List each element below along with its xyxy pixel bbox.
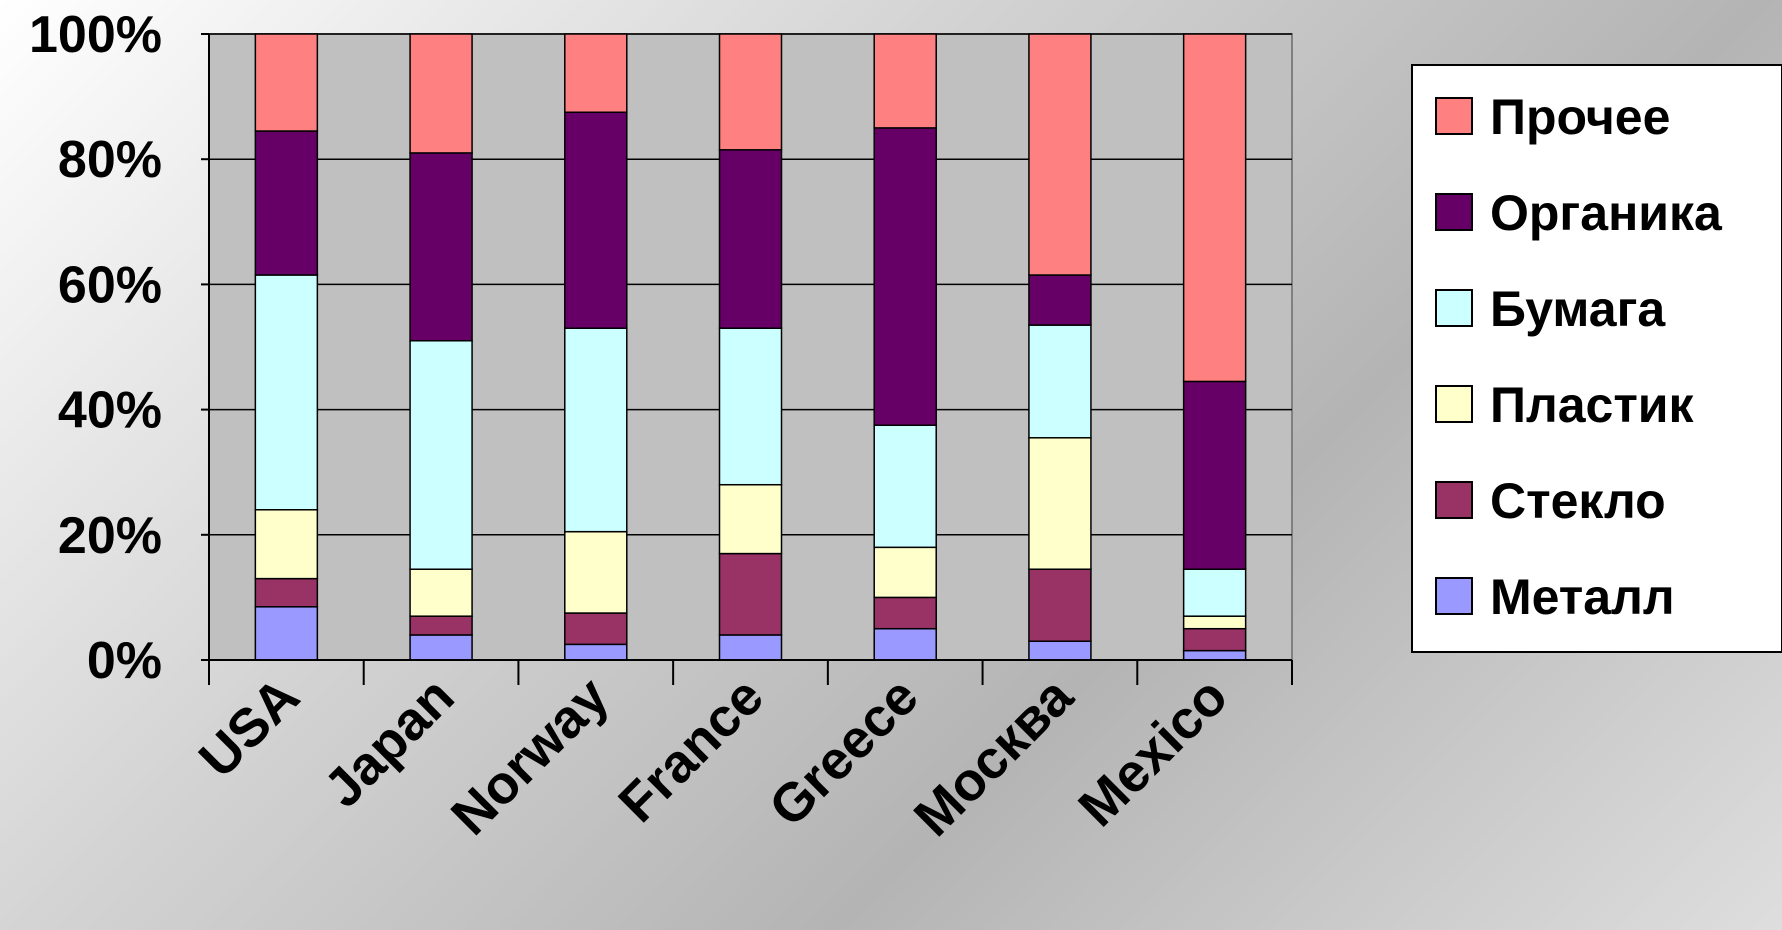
- bar-segment: [564, 530, 628, 614]
- bar-segment: [564, 33, 628, 113]
- x-category-label: Japan: [313, 666, 466, 819]
- bar-segment: [718, 33, 783, 151]
- legend-swatch: [1435, 385, 1473, 423]
- legend-swatch: [1435, 481, 1473, 519]
- bar-segment: [718, 552, 783, 636]
- x-category-label: France: [607, 666, 775, 834]
- x-category-label: Norway: [440, 666, 620, 846]
- legend-swatch: [1435, 97, 1473, 135]
- legend-swatch: [1435, 193, 1473, 231]
- bar-segment: [873, 596, 937, 630]
- bar-segment: [409, 152, 473, 342]
- bar-segment: [873, 424, 937, 549]
- x-category-label: Москва: [903, 665, 1085, 847]
- bar-segment: [873, 127, 937, 427]
- legend: Прочее Органика Бумага Пластик Стекло Металл: [1411, 64, 1782, 653]
- bar-segment: [254, 130, 319, 276]
- bar-segment: [254, 509, 319, 580]
- bar-segment: [1182, 33, 1247, 383]
- bars: [254, 33, 1247, 661]
- y-tick-label: 80%: [58, 131, 162, 189]
- bar-segment: [1182, 649, 1247, 661]
- y-tick-label: 40%: [58, 382, 162, 440]
- legend-label: Стекло: [1490, 473, 1666, 529]
- bar-segment: [1028, 437, 1092, 570]
- bar-segment: [873, 627, 937, 661]
- bar-segment: [718, 327, 783, 486]
- bar-segment: [1028, 568, 1092, 642]
- bar-segment: [1182, 627, 1247, 652]
- bar-segment: [1028, 640, 1092, 661]
- x-category-label: Greece: [758, 666, 930, 838]
- bar-segment: [873, 546, 937, 599]
- y-tick-label: 100%: [29, 6, 162, 64]
- bar-segment: [409, 33, 473, 154]
- bar-segment: [254, 33, 319, 132]
- legend-label: Металл: [1490, 569, 1675, 625]
- legend-swatch: [1435, 577, 1473, 615]
- bar-segment: [409, 634, 473, 661]
- bar-segment: [254, 606, 319, 661]
- bar-segment: [564, 111, 628, 329]
- x-category-label: USA: [188, 666, 311, 789]
- bar-segment: [1182, 615, 1247, 630]
- bar-segment: [409, 615, 473, 636]
- bar-segment: [718, 483, 783, 555]
- y-tick-label: 20%: [58, 507, 162, 565]
- bar-segment: [409, 568, 473, 617]
- bar-segment: [873, 33, 937, 129]
- bar-segment: [564, 612, 628, 646]
- x-category-label: Mexico: [1067, 666, 1239, 838]
- legend-swatch: [1435, 289, 1473, 327]
- bar-segment: [1028, 33, 1092, 276]
- bar-segment: [1182, 380, 1247, 570]
- bar-segment: [564, 643, 628, 661]
- bar-segment: [718, 149, 783, 329]
- bar-segment: [564, 327, 628, 533]
- legend-label: Прочее: [1490, 89, 1670, 145]
- y-tick-label: 60%: [58, 256, 162, 314]
- bar-segment: [1028, 274, 1092, 326]
- y-tick-label: 0%: [87, 632, 162, 690]
- bar-segment: [1028, 324, 1092, 439]
- x-ticks: [362, 660, 1293, 685]
- bar-segment: [254, 577, 319, 608]
- legend-label: Органика: [1490, 185, 1723, 241]
- bar-segment: [409, 339, 473, 570]
- legend-label: Бумага: [1490, 281, 1666, 337]
- y-ticks: 0% 20% 40% 60% 80% 100%: [29, 6, 209, 690]
- bar-segment: [254, 274, 319, 511]
- legend-box: [1411, 64, 1782, 653]
- legend-label: Пластик: [1490, 377, 1695, 433]
- bar-segment: [718, 634, 783, 661]
- axes: [208, 34, 1292, 685]
- bar-segment: [1182, 568, 1247, 617]
